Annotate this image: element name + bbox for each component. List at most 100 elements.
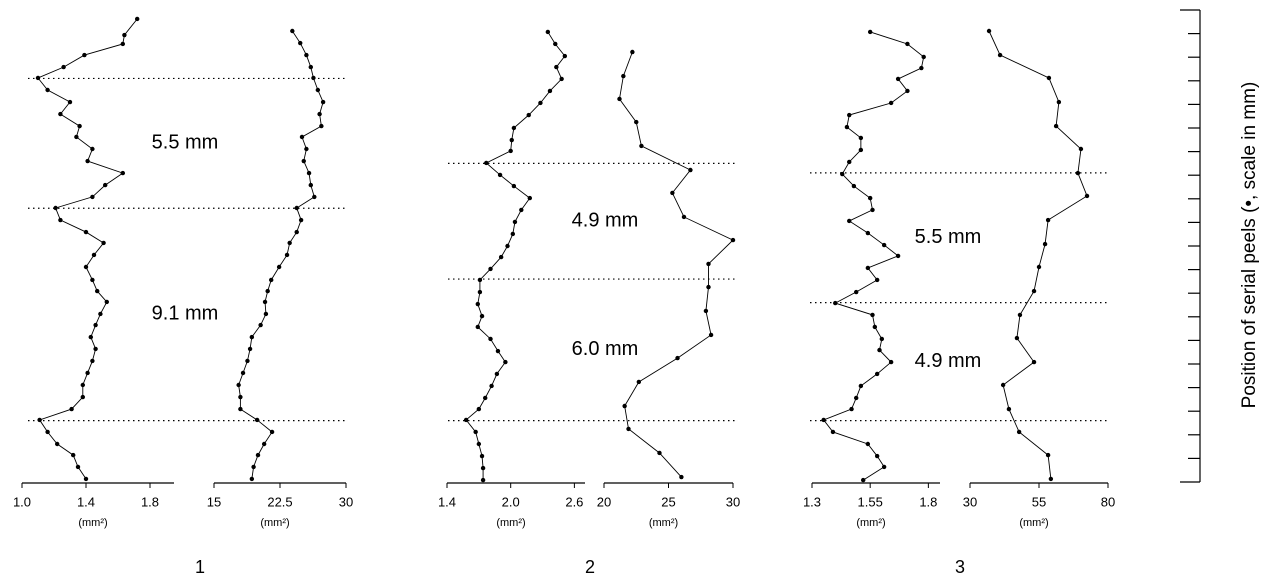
data-point: [88, 334, 94, 340]
data-point: [1045, 452, 1051, 458]
data-point: [93, 322, 98, 328]
data-point: [101, 240, 106, 246]
data-point: [269, 429, 275, 435]
data-point: [262, 299, 268, 305]
data-point: [90, 194, 95, 200]
data-point: [881, 242, 887, 248]
data-point: [263, 311, 269, 317]
data-point: [847, 218, 852, 224]
data-point: [320, 99, 326, 105]
data-point: [849, 406, 854, 412]
data-point: [877, 347, 882, 353]
data-point: [463, 417, 469, 423]
data-point: [287, 240, 292, 246]
x-tick-label: 1.55: [858, 494, 883, 509]
data-point: [1031, 288, 1037, 294]
data-point: [95, 288, 100, 294]
data-point: [919, 65, 924, 71]
x-tick-label: 1.3: [803, 494, 821, 509]
data-point: [245, 358, 250, 364]
data-point: [301, 158, 306, 164]
x-tick-label: 15: [207, 494, 221, 509]
data-point: [1046, 75, 1052, 81]
data-point: [512, 219, 518, 225]
data-point: [854, 395, 859, 401]
data-point: [519, 207, 524, 213]
data-point: [847, 159, 852, 165]
x-axis-label: (mm²): [260, 517, 289, 529]
data-point: [236, 382, 241, 388]
data-point: [559, 76, 564, 82]
data-point: [670, 190, 675, 196]
data-point: [851, 183, 857, 189]
data-point: [895, 253, 901, 259]
data-point: [255, 452, 261, 458]
data-point: [276, 264, 282, 270]
interval-label: 4.9 mm: [572, 210, 639, 232]
data-point: [495, 348, 501, 354]
data-point: [238, 406, 243, 412]
data-point: [319, 123, 324, 129]
data-point: [854, 289, 859, 295]
data-point: [317, 111, 322, 117]
data-point: [475, 301, 480, 307]
data-point: [312, 194, 317, 200]
data-point: [238, 394, 243, 400]
data-point: [830, 429, 836, 435]
data-point: [479, 313, 485, 319]
x-tick-label: 2.0: [502, 494, 520, 509]
interval-label: 6.0 mm: [572, 338, 639, 360]
data-point: [511, 125, 517, 131]
data-point: [630, 49, 635, 55]
data-point: [98, 311, 103, 317]
data-point: [527, 195, 532, 201]
data-point: [120, 41, 126, 47]
data-point: [299, 134, 305, 140]
data-point: [553, 41, 558, 47]
data-point: [1053, 123, 1059, 129]
data-point: [636, 379, 642, 385]
data-point: [497, 172, 503, 178]
data-point: [888, 100, 894, 106]
data-point: [120, 170, 126, 176]
x-tick-label: 80: [1101, 494, 1115, 509]
data-point: [1031, 359, 1037, 365]
data-point: [858, 135, 864, 141]
data-point: [867, 29, 873, 35]
data-point: [872, 324, 878, 330]
data-point: [703, 308, 709, 314]
data-point: [821, 417, 826, 423]
data-point: [477, 289, 483, 295]
profile-line: [988, 30, 1088, 479]
data-point: [708, 332, 714, 338]
data-point: [621, 73, 626, 79]
data-point: [874, 277, 880, 283]
profile-line: [465, 31, 566, 481]
data-point: [510, 231, 516, 237]
data-point: [874, 453, 880, 459]
data-point: [503, 359, 508, 365]
data-point: [1084, 193, 1090, 199]
data-point: [1036, 264, 1042, 270]
data-point: [730, 237, 736, 243]
data-point: [1000, 382, 1006, 388]
x-tick-label: 55: [1032, 494, 1046, 509]
data-point: [304, 52, 309, 58]
data-point: [867, 195, 873, 201]
x-axis-label: (mm²): [78, 517, 107, 529]
data-point: [657, 450, 662, 456]
data-point: [675, 355, 680, 361]
data-point: [538, 100, 543, 106]
group-label: 2: [585, 557, 595, 577]
data-point: [80, 382, 86, 388]
x-tick-label: 30: [726, 494, 740, 509]
data-point: [679, 474, 684, 480]
data-point: [545, 29, 551, 35]
data-point: [45, 429, 50, 435]
data-point: [69, 406, 74, 412]
interval-label: 4.9 mm: [915, 350, 982, 372]
profile-line: [238, 30, 324, 479]
data-point: [83, 229, 89, 235]
data-point: [881, 464, 887, 470]
x-axis-label: (mm²): [856, 517, 885, 529]
